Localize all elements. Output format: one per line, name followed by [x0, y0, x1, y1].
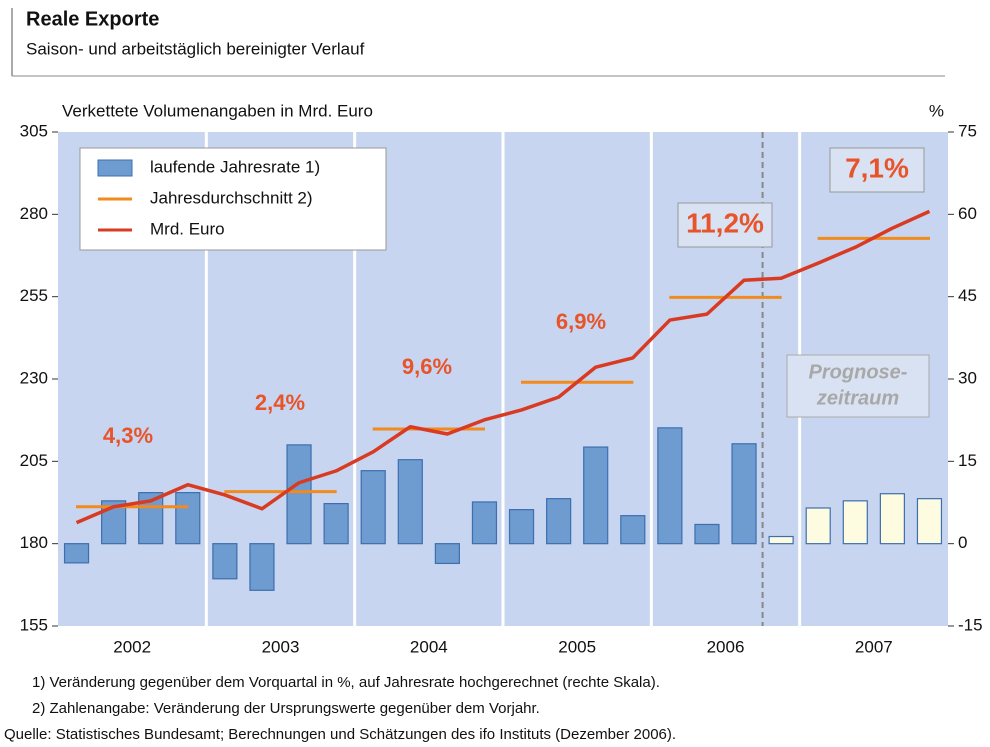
legend-label: Jahresdurchschnitt 2) — [150, 188, 313, 207]
y-tick-label: 305 — [20, 121, 48, 140]
bar — [286, 444, 312, 545]
x-tick-label: 2006 — [707, 637, 745, 656]
bar — [879, 493, 905, 545]
x-tick-label: 2007 — [855, 637, 893, 656]
legend-swatch — [97, 159, 133, 177]
bar — [805, 507, 831, 545]
annotation: 6,9% — [556, 309, 606, 334]
bar — [212, 543, 238, 580]
forecast-box — [786, 354, 930, 418]
bar — [249, 543, 275, 591]
bar — [175, 492, 201, 545]
bar — [360, 470, 386, 545]
bar — [546, 498, 572, 545]
bar — [657, 427, 683, 545]
y2-tick-label: 0 — [958, 533, 967, 552]
annotation: 9,6% — [402, 354, 452, 379]
y-axis-label: Verkettete Volumenangaben in Mrd. Euro — [62, 101, 373, 120]
bar — [63, 543, 90, 564]
bar — [731, 443, 757, 545]
x-tick-label: 2004 — [410, 637, 448, 656]
bar — [323, 502, 349, 545]
y2-tick-label: 45 — [958, 286, 977, 305]
y-tick-label: 155 — [20, 615, 48, 634]
y2-tick-label: 30 — [958, 368, 977, 387]
y2-tick-label: 15 — [958, 451, 977, 470]
bar — [620, 515, 646, 545]
y2-axis-label: % — [929, 101, 944, 120]
chart-title: Reale Exporte — [26, 8, 159, 30]
annotation: 7,1% — [845, 152, 909, 183]
y-tick-label: 280 — [20, 204, 48, 223]
bar — [842, 500, 868, 545]
bar — [397, 459, 423, 545]
legend-label: Mrd. Euro — [150, 219, 225, 238]
forecast-label: Prognose- — [809, 361, 908, 383]
bar — [694, 523, 720, 545]
x-tick-label: 2002 — [113, 637, 151, 656]
y2-tick-label: 75 — [958, 121, 977, 140]
y-tick-label: 180 — [20, 533, 48, 552]
bar — [508, 509, 535, 545]
x-tick-label: 2003 — [262, 637, 300, 656]
bar — [471, 501, 498, 545]
forecast-label: zeitraum — [816, 387, 899, 409]
legend-label: laufende Jahresrate 1) — [150, 157, 320, 176]
annotation: 2,4% — [255, 390, 305, 415]
x-tick-label: 2005 — [558, 637, 596, 656]
bar — [583, 446, 609, 545]
annotation: 11,2% — [686, 207, 764, 238]
annotation: 4,3% — [103, 423, 153, 448]
annotation-box — [677, 202, 773, 248]
footnote: Quelle: Statistisches Bundesamt; Berechn… — [4, 726, 676, 743]
annotation-box — [829, 147, 925, 193]
chart-subtitle: Saison- und arbeitstäglich bereinigter V… — [26, 39, 365, 58]
footnote: 2) Zahlenangabe: Veränderung der Ursprun… — [32, 700, 540, 717]
line-series — [75, 209, 931, 525]
y-tick-label: 255 — [20, 286, 48, 305]
bar — [916, 498, 943, 545]
y2-tick-label: -15 — [958, 615, 983, 634]
y-tick-label: 230 — [20, 368, 48, 387]
bar — [768, 535, 794, 545]
y2-tick-label: 60 — [958, 204, 977, 223]
y-tick-label: 205 — [20, 451, 48, 470]
bar — [434, 543, 460, 565]
footnote: 1) Veränderung gegenüber dem Vorquartal … — [32, 674, 660, 691]
